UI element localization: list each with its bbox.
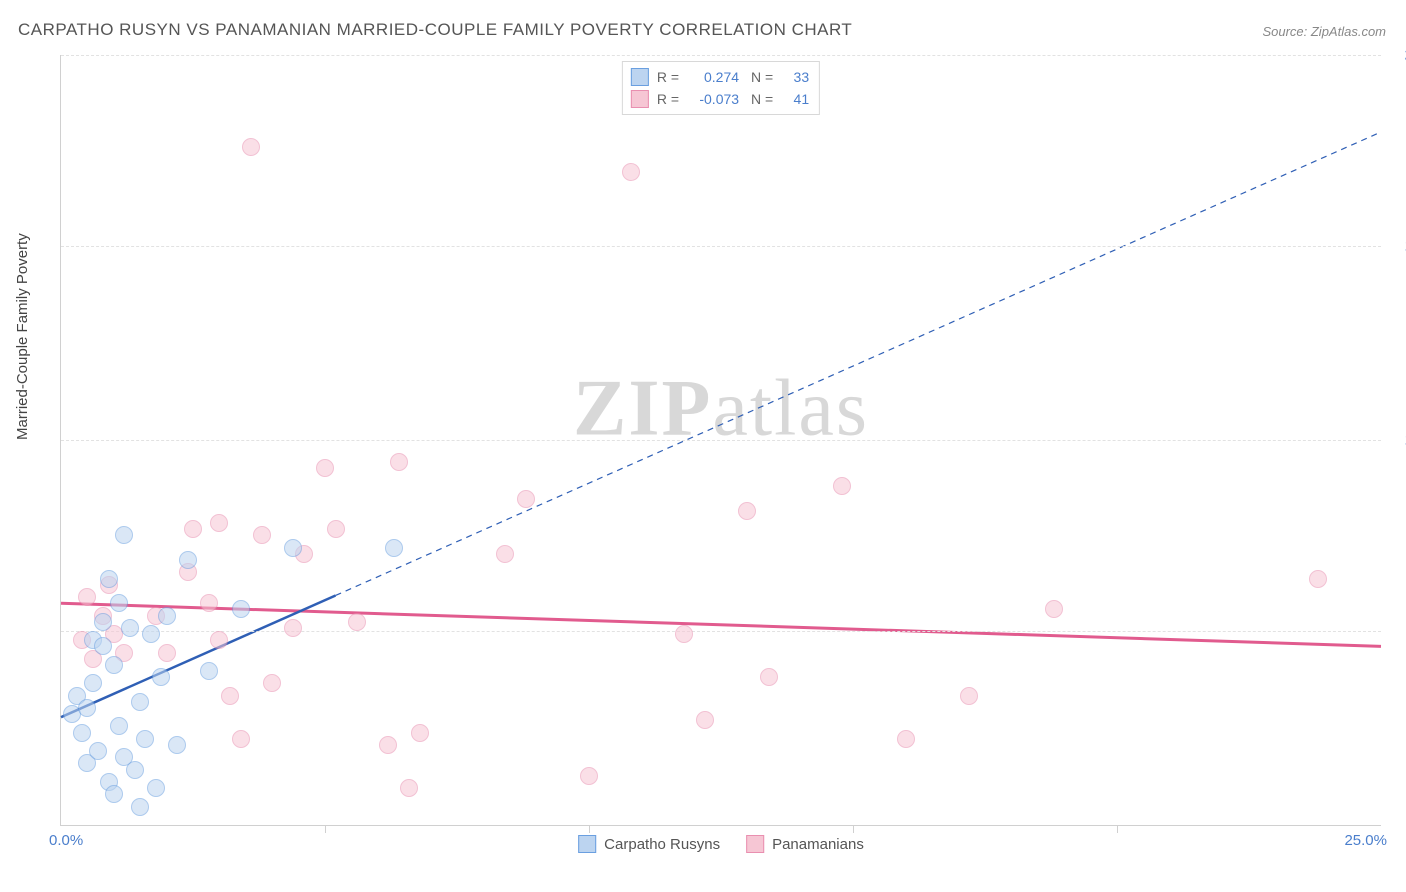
data-point [158,644,176,662]
data-point [200,662,218,680]
legend-row-series-1: R = 0.274 N = 33 [631,66,809,88]
data-point [580,767,598,785]
data-point [379,736,397,754]
data-point [348,613,366,631]
data-point [179,551,197,569]
data-point [960,687,978,705]
n-value-series-2: 41 [781,91,809,107]
data-point [242,138,260,156]
data-point [738,502,756,520]
data-point [78,699,96,717]
data-point [232,730,250,748]
data-point [142,625,160,643]
data-point [105,656,123,674]
data-point [400,779,418,797]
correlation-legend: R = 0.274 N = 33 R = -0.073 N = 41 [622,61,820,115]
data-point [327,520,345,538]
data-point [221,687,239,705]
data-point [126,761,144,779]
data-point [210,631,228,649]
data-point [897,730,915,748]
x-tick [853,825,854,833]
y-tick-label: 12.5% [1387,432,1406,449]
y-tick-label: 25.0% [1387,47,1406,64]
x-axis-max-label: 25.0% [1344,832,1387,849]
trend-line [336,132,1381,595]
data-point [73,724,91,742]
data-point [760,668,778,686]
data-point [675,625,693,643]
data-point [833,477,851,495]
n-label: N = [747,91,773,107]
data-point [100,570,118,588]
source-attribution: Source: ZipAtlas.com [1262,24,1386,39]
gridline [61,246,1381,247]
data-point [147,779,165,797]
bottom-legend-item-2: Panamanians [746,835,864,853]
data-point [253,526,271,544]
trend-line [61,603,1381,646]
data-point [78,588,96,606]
data-point [121,619,139,637]
data-point [517,490,535,508]
n-value-series-1: 33 [781,69,809,85]
data-point [131,798,149,816]
data-point [316,459,334,477]
chart-title: CARPATHO RUSYN VS PANAMANIAN MARRIED-COU… [18,20,852,40]
bottom-legend-label-1: Carpatho Rusyns [604,836,720,853]
scatter-plot: ZIPatlas R = 0.274 N = 33 R = -0.073 N =… [60,55,1381,826]
r-label: R = [657,69,679,85]
data-point [158,607,176,625]
y-tick-label: 6.3% [1387,622,1406,639]
x-tick [1117,825,1118,833]
data-point [84,674,102,692]
bottom-legend-label-2: Panamanians [772,836,864,853]
data-point [390,453,408,471]
data-point [168,736,186,754]
x-axis-origin-label: 0.0% [49,832,83,849]
swatch-series-2 [631,90,649,108]
swatch-bottom-2 [746,835,764,853]
n-label: N = [747,69,773,85]
data-point [284,539,302,557]
r-value-series-2: -0.073 [687,91,739,107]
data-point [284,619,302,637]
x-tick [589,825,590,833]
r-label: R = [657,91,679,107]
data-point [263,674,281,692]
gridline [61,631,1381,632]
swatch-series-1 [631,68,649,86]
data-point [89,742,107,760]
data-point [496,545,514,563]
data-point [152,668,170,686]
data-point [131,693,149,711]
data-point [115,526,133,544]
bottom-legend-item-1: Carpatho Rusyns [578,835,720,853]
y-tick-label: 18.8% [1387,237,1406,254]
data-point [94,613,112,631]
data-point [200,594,218,612]
data-point [110,717,128,735]
data-point [136,730,154,748]
r-value-series-1: 0.274 [687,69,739,85]
legend-row-series-2: R = -0.073 N = 41 [631,88,809,110]
data-point [696,711,714,729]
x-tick [325,825,326,833]
data-point [385,539,403,557]
data-point [622,163,640,181]
data-point [110,594,128,612]
data-point [411,724,429,742]
data-point [1045,600,1063,618]
bottom-legend: Carpatho Rusyns Panamanians [578,835,864,853]
y-axis-label: Married-Couple Family Poverty [14,233,31,440]
data-point [232,600,250,618]
data-point [105,785,123,803]
data-point [210,514,228,532]
data-point [94,637,112,655]
swatch-bottom-1 [578,835,596,853]
gridline [61,440,1381,441]
gridline [61,55,1381,56]
data-point [184,520,202,538]
data-point [1309,570,1327,588]
